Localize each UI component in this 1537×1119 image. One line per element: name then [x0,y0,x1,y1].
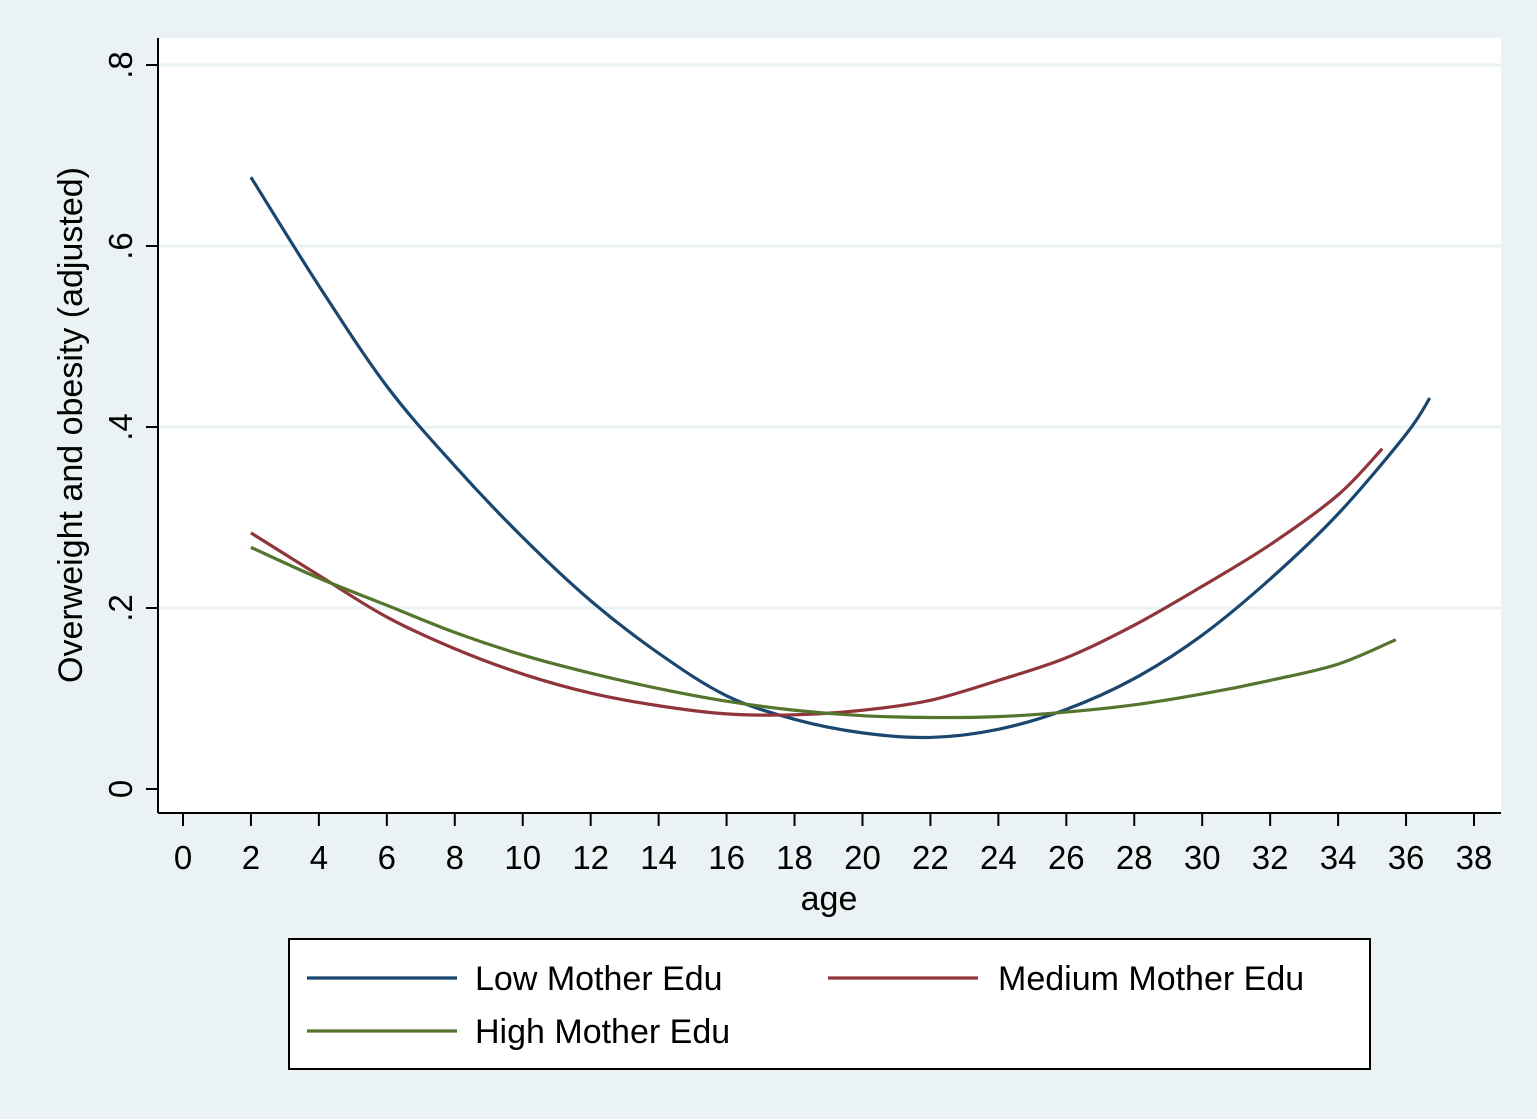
x-tick-label: 4 [310,839,328,876]
y-axis-title: Overweight and obesity (adjusted) [52,167,90,683]
y-tick-label: .8 [102,51,139,79]
legend-label-low: Low Mother Edu [475,960,723,998]
legend-label-medium: Medium Mother Edu [998,960,1304,998]
x-tick-label: 22 [912,839,949,876]
x-tick-label: 10 [504,839,541,876]
high-mother-edu-line [250,545,1397,720]
x-tick-label: 32 [1252,839,1289,876]
x-tick-label: 34 [1320,839,1357,876]
legend: Low Mother Edu Medium Mother Edu High Moth… [288,938,1371,1070]
x-tick-label: 6 [378,839,396,876]
x-tick-label: 28 [1116,839,1153,876]
x-tick-label: 14 [640,839,677,876]
x-tick-label: 24 [980,839,1017,876]
y-tick-label: .2 [102,594,139,622]
x-tick-label: 36 [1388,839,1425,876]
series-lines [249,176,1432,740]
y-tick-label: .6 [102,232,139,260]
x-tick-label: 12 [572,839,609,876]
x-tick-label: 16 [708,839,745,876]
x-tick-label: 8 [446,839,464,876]
x-axis-title: age [801,880,858,918]
x-tick-label: 26 [1048,839,1085,876]
low-mother-edu-line [249,176,1432,740]
x-tick-label: 38 [1456,839,1493,876]
x-tick-label: 18 [776,839,813,876]
legend-box [288,938,1371,1070]
x-tick-label: 30 [1184,839,1221,876]
axes: 0.2.4.6.80 2 4 6 8 10 12 14 16 18 20 22 24 26 28 30 32 34… [102,38,1501,876]
y-tick-label: .4 [102,413,139,441]
y-tick-label: 0 [102,780,139,798]
x-tick-label: 0 [174,839,192,876]
legend-label-high: High Mother Edu [475,1013,730,1051]
x-tick-label: 20 [844,839,881,876]
grid-lines [158,63,1501,610]
x-tick-label: 2 [242,839,260,876]
